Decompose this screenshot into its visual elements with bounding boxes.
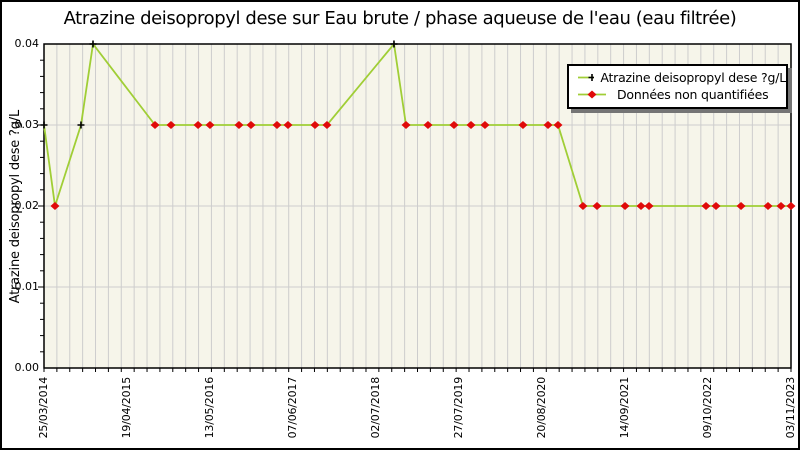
x-tick-label: 27/07/2019 (452, 377, 466, 439)
x-tick-label: 09/10/2022 (701, 377, 714, 439)
marker-quantified (390, 40, 398, 48)
marker-non-quantified (166, 121, 176, 129)
marker-non-quantified (449, 121, 459, 129)
marker-non-quantified (480, 121, 490, 129)
marker-non-quantified (193, 121, 203, 129)
marker-non-quantified (776, 202, 786, 210)
quantified-series-marker-icon (578, 74, 595, 81)
x-tick-label: 07/06/2017 (285, 377, 299, 439)
legend-item: Données non quantifiées (573, 86, 786, 103)
marker-quantified (77, 121, 85, 129)
marker-non-quantified (644, 202, 654, 210)
marker-quantified (89, 40, 97, 48)
marker-non-quantified (636, 202, 646, 210)
legend: Atrazine deisopropyl dese ?g/L Données n… (567, 64, 788, 109)
data-markers (40, 40, 796, 210)
marker-non-quantified (592, 202, 602, 210)
marker-non-quantified (786, 202, 796, 210)
marker-non-quantified (736, 202, 746, 210)
marker-quantified (40, 121, 48, 129)
y-tick-label: 0.00 (14, 361, 40, 374)
marker-non-quantified (711, 202, 721, 210)
marker-non-quantified (310, 121, 320, 129)
marker-non-quantified (401, 121, 411, 129)
x-tick-label: 14/09/2021 (618, 377, 632, 439)
marker-non-quantified (205, 121, 215, 129)
legend-item-label: Données non quantifiées (617, 87, 769, 102)
marker-non-quantified (466, 121, 476, 129)
marker-non-quantified (518, 121, 528, 129)
data-line (43, 41, 791, 207)
x-tick-label: 13/05/2016 (202, 377, 216, 439)
diamond-marker-icon (587, 90, 597, 99)
marker-non-quantified (578, 202, 588, 210)
marker-non-quantified (763, 202, 773, 210)
marker-non-quantified (322, 121, 332, 129)
x-tick-label: 02/07/2018 (368, 377, 382, 439)
marker-non-quantified (701, 202, 711, 210)
legend-item: Atrazine deisopropyl dese ?g/L (573, 69, 786, 86)
y-tick-label: 0.03 (14, 118, 40, 131)
marker-non-quantified (246, 121, 256, 129)
plus-marker-icon (588, 74, 595, 81)
x-tick-label: 20/08/2020 (535, 377, 549, 439)
marker-non-quantified (620, 202, 630, 210)
x-tick-label: 25/03/2014 (37, 377, 50, 439)
y-tick-label: 0.02 (14, 199, 40, 212)
marker-non-quantified (553, 121, 563, 129)
marker-non-quantified (150, 121, 160, 129)
marker-non-quantified (423, 121, 433, 129)
non-quantified-marker-icon (578, 90, 606, 99)
legend-item-label: Atrazine deisopropyl dese ?g/L (600, 70, 786, 85)
y-tick-label: 0.01 (14, 280, 40, 293)
chart-title: Atrazine deisopropyl dese sur Eau brute … (63, 8, 737, 29)
y-tick-label: 0.04 (14, 37, 40, 50)
marker-non-quantified (283, 121, 293, 129)
marker-non-quantified (543, 121, 553, 129)
marker-non-quantified (272, 121, 282, 129)
marker-non-quantified (50, 202, 60, 210)
x-tick-label: 03/11/2023 (784, 377, 797, 439)
marker-non-quantified (234, 121, 244, 129)
x-tick-label: 19/04/2015 (119, 377, 133, 439)
